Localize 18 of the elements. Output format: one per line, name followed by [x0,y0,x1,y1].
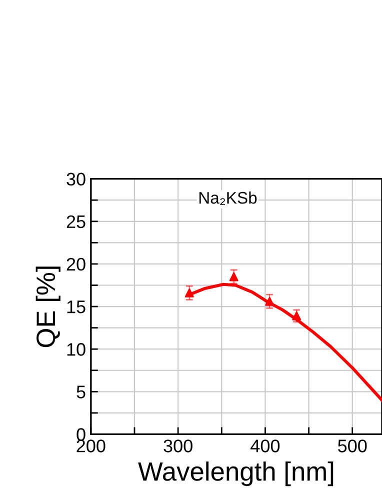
y-tick-label: 5 [76,386,86,398]
x-axis-title: Wavelength [nm] [138,461,334,486]
x-tick-label: 200 [76,440,106,452]
point [265,296,274,306]
x-tick-label: 400 [250,440,280,452]
y-tick-label: 0 [76,428,86,441]
y-tick-label: 30 [66,172,86,186]
point [292,311,302,320]
point [229,272,238,282]
point [184,288,194,298]
y-tick-label: 20 [66,258,86,271]
y-tick-label: 15 [67,300,86,314]
x-tick-label: 500 [338,440,367,452]
y-tick-label: 25 [66,215,86,228]
y-axis-title: QE [%] [36,266,60,348]
annotation: Na₂KSb [199,191,257,205]
x-tick-label: 300 [164,440,192,452]
y-tick-label: 10 [67,343,86,356]
